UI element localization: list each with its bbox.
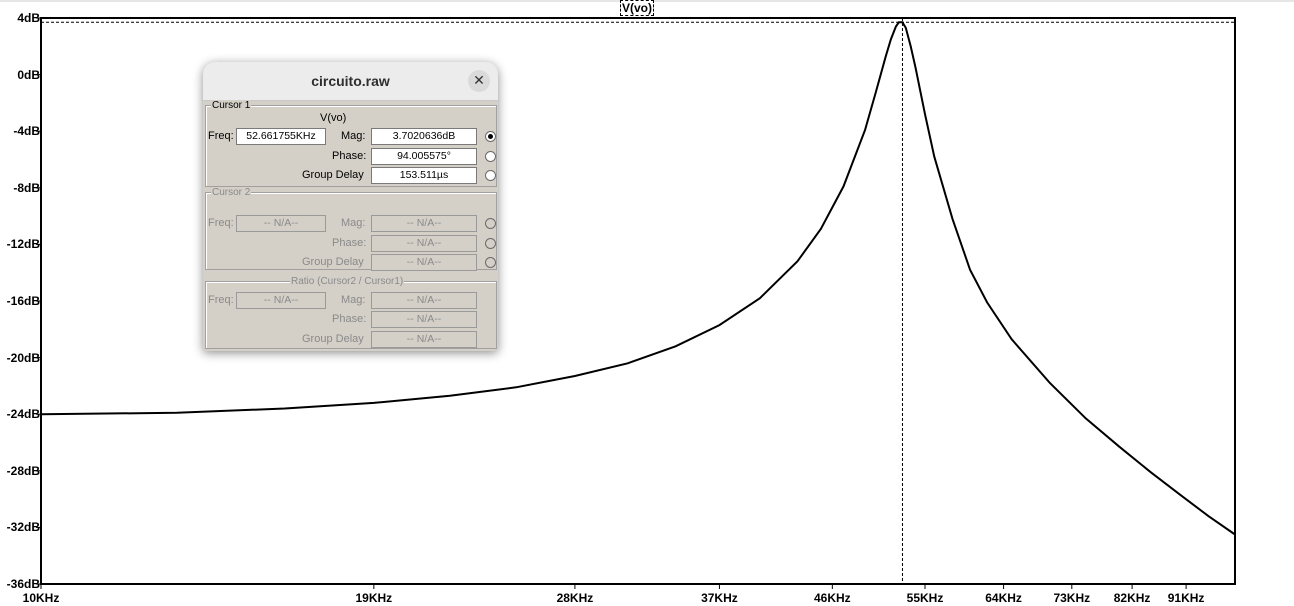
dialog-titlebar[interactable]: circuito.raw ✕: [203, 62, 498, 101]
ratio-gd-field: -- N/A--: [371, 331, 477, 348]
cursor1-gd-field[interactable]: 153.511µs: [371, 167, 477, 184]
x-tick-label: 73KHz: [1053, 591, 1091, 605]
y-tick-label: 0dB: [17, 67, 40, 82]
x-tick-label: 82KHz: [1113, 591, 1151, 605]
cursor1-phase-radio[interactable]: [485, 151, 496, 162]
y-tick-label: -36dB: [6, 577, 40, 591]
cursor2-gd-radio[interactable]: [485, 257, 496, 268]
y-tick-label: -12dB: [6, 237, 40, 252]
cursor1-freq-field[interactable]: 52.661755KHz: [236, 128, 326, 145]
y-tick-label: -4dB: [13, 124, 40, 139]
y-tick-label: -28dB: [6, 463, 40, 478]
ratio-gd-label: Group Delay: [302, 333, 364, 345]
cursor-dialog[interactable]: circuito.raw ✕ Cursor 1 V(vo) Freq: 52.6…: [203, 62, 498, 351]
ratio-mag-field: -- N/A--: [371, 292, 477, 309]
trace-label[interactable]: V(vo): [620, 0, 654, 16]
ratio-freq-label: Freq:: [208, 294, 234, 306]
x-tick-label: 55KHz: [906, 591, 944, 605]
cursor2-mag-field: -- N/A--: [371, 215, 477, 232]
y-tick-label: -16dB: [6, 294, 40, 308]
cursor1-freq-label: Freq:: [208, 130, 234, 142]
cursor2-mag-label: Mag:: [341, 217, 366, 229]
ratio-phase-label: Phase:: [332, 313, 367, 325]
cursor2-phase-label: Phase:: [332, 237, 367, 249]
ratio-legend: Ratio (Cursor2 / Cursor1): [290, 276, 405, 287]
cursor2-freq-field: -- N/A--: [236, 215, 326, 232]
ratio-freq-field: -- N/A--: [236, 292, 326, 309]
cursor1-phase-field[interactable]: 94.005575°: [371, 148, 477, 165]
y-tick-label: -24dB: [6, 407, 40, 422]
cursor1-mag-label: Mag:: [341, 130, 366, 142]
y-tick-label: -32dB: [6, 520, 40, 535]
cursor2-group: Cursor 2 Freq: -- N/A-- Mag: -- N/A-- Ph…: [205, 187, 497, 271]
x-tick-label: 91KHz: [1167, 591, 1205, 605]
x-tick-label: 19KHz: [355, 591, 393, 605]
y-tick-label: -20dB: [6, 350, 40, 365]
cursor2-mag-radio[interactable]: [485, 218, 496, 229]
cursor1-gd-radio[interactable]: [485, 170, 496, 181]
ratio-group: Ratio (Cursor2 / Cursor1) Freq: -- N/A--…: [205, 276, 497, 349]
y-tick-label: -8dB: [13, 180, 40, 195]
cursor2-phase-radio[interactable]: [485, 238, 496, 249]
x-tick-label: 10KHz: [22, 591, 60, 605]
cursor2-freq-label: Freq:: [208, 217, 234, 229]
cursor1-mag-field[interactable]: 3.7020636dB: [371, 128, 477, 145]
ratio-mag-label: Mag:: [341, 294, 366, 306]
cursor2-phase-field: -- N/A--: [371, 235, 477, 252]
cursor1-gd-label: Group Delay: [302, 169, 364, 181]
cursor2-gd-field: -- N/A--: [371, 254, 477, 271]
x-tick-label: 28KHz: [556, 591, 594, 605]
x-tick-label: 37KHz: [701, 591, 738, 605]
y-tick-label: 4dB: [17, 11, 40, 25]
ratio-phase-field: -- N/A--: [371, 311, 477, 328]
cursor1-group: Cursor 1 V(vo) Freq: 52.661755KHz Mag: 3…: [205, 100, 497, 187]
x-tick-label: 46KHz: [813, 591, 851, 605]
cursor2-legend: Cursor 2: [211, 187, 252, 198]
dialog-title: circuito.raw: [311, 73, 390, 89]
cursor1-trace-name: V(vo): [320, 112, 347, 124]
close-icon[interactable]: ✕: [468, 70, 490, 92]
cursor2-gd-label: Group Delay: [302, 256, 364, 268]
cursor1-phase-label: Phase:: [332, 150, 367, 162]
cursor1-mag-radio[interactable]: [485, 131, 496, 142]
trace-vvo-line: [40, 21, 1236, 536]
cursor1-legend: Cursor 1: [211, 100, 252, 111]
x-tick-label: 64KHz: [985, 591, 1022, 605]
